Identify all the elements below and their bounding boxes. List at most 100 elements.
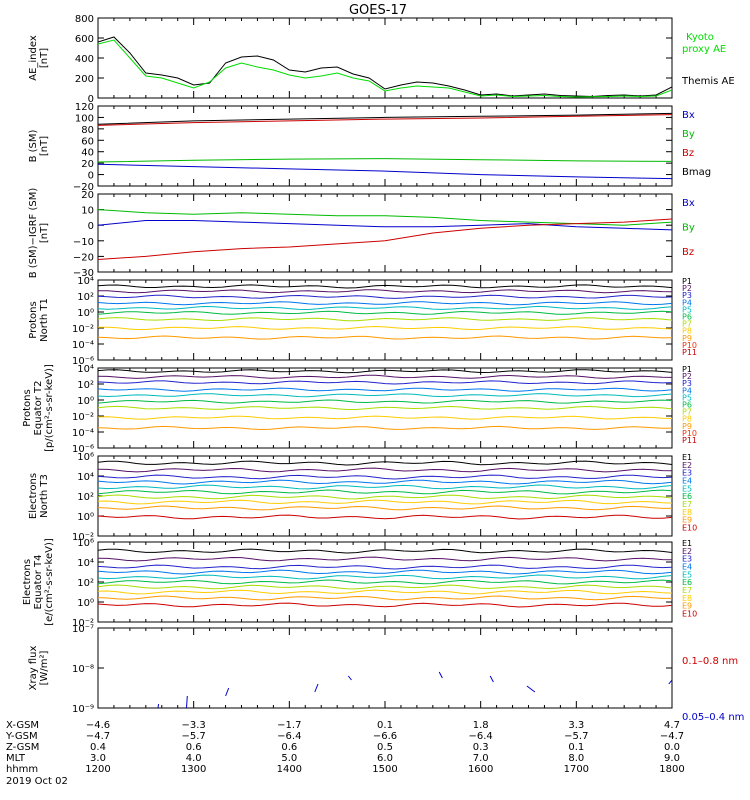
channel-line	[98, 415, 672, 420]
axis-row-value: 0.0	[664, 742, 680, 753]
y-tick-label: 0	[88, 171, 94, 182]
y-axis-label: B (SM)	[28, 129, 39, 162]
panel-electrons_t4: 10⁻² 10⁰ 10² 10⁴ 10⁶ Electrons Equator T4 [e/(c…	[22, 538, 697, 629]
y-axis-label: [p/(cm²-s-sr-keV)]	[44, 364, 55, 452]
y-tick-label: 10⁻⁶	[72, 444, 94, 455]
channel-line	[98, 505, 672, 511]
y-axis-label: North T1	[39, 298, 50, 342]
y-tick-label: 10²	[77, 292, 94, 303]
xray-segment	[347, 675, 352, 681]
channel-legend-label: E2	[682, 547, 692, 556]
channel-legend-label: P5	[682, 305, 692, 314]
y-axis-label: Protons	[28, 301, 39, 338]
channel-legend-label: E6	[682, 492, 692, 501]
channel-line	[98, 584, 672, 590]
channel-legend-label: E8	[682, 594, 692, 603]
y-axis-label: Electrons	[28, 473, 39, 519]
legend-label: proxy AE	[682, 44, 726, 55]
axis-row-value: 9.0	[664, 753, 680, 764]
series-line	[98, 112, 672, 125]
y-axis-label: [W/m²]	[39, 650, 50, 685]
axis-row-value: −6.4	[277, 731, 301, 742]
channel-line	[98, 317, 672, 322]
channel-line	[98, 474, 672, 480]
y-tick-label: 10⁻⁴	[72, 340, 94, 351]
panel-data	[98, 460, 672, 520]
channel-legend-label: P11	[682, 436, 697, 445]
y-tick-label: 10⁴	[77, 472, 94, 483]
axis-row-value: 0.6	[186, 742, 202, 753]
channel-line	[98, 369, 672, 374]
y-axis-label: North T3	[39, 474, 50, 518]
y-tick-label: 20	[81, 159, 94, 170]
axis-row-label: X-GSM	[6, 720, 39, 731]
channel-legend-label: P1	[682, 365, 692, 374]
axis-row-value: −5.7	[182, 731, 206, 742]
y-tick-label: 10⁻²	[72, 532, 94, 543]
axis-row-value: 5.0	[281, 753, 297, 764]
y-tick-label: 10⁻²	[72, 324, 94, 335]
channel-line	[98, 460, 672, 466]
axis-row-value: 1600	[468, 764, 493, 775]
channel-line	[98, 514, 672, 520]
channel-legend-label: E7	[682, 586, 692, 595]
y-tick-label: 10⁰	[77, 598, 94, 609]
channel-legend-label: P2	[682, 372, 692, 381]
y-tick-label: 10⁶	[77, 538, 94, 549]
y-tick-label: −30	[73, 268, 94, 279]
channel-legend-label: E10	[682, 524, 697, 533]
y-tick-label: 10⁻⁶	[72, 356, 94, 367]
channel-legend-label: P4	[682, 386, 692, 395]
panel-data	[98, 36, 672, 98]
legend-label: Bx	[682, 198, 695, 209]
series-line	[98, 218, 672, 260]
y-tick-label: 200	[75, 74, 94, 85]
legend-label: Bz	[682, 148, 694, 159]
y-tick-label: 10⁻⁴	[72, 428, 94, 439]
xray-segment	[668, 679, 672, 685]
y-axis-label: Equator T4	[33, 555, 44, 610]
y-tick-label: 10⁴	[77, 364, 94, 375]
channel-legend-label: E5	[682, 484, 692, 493]
channel-legend-label: P3	[682, 291, 692, 300]
channel-line	[98, 405, 672, 410]
series-line	[98, 163, 672, 180]
channel-line	[98, 499, 672, 505]
y-tick-label: 400	[75, 54, 94, 65]
xray-segment	[225, 687, 230, 697]
channel-line	[98, 335, 672, 340]
channel-legend-label: E3	[682, 469, 692, 478]
xray-segment	[185, 695, 188, 708]
axis-row-value: 3.3	[568, 720, 584, 731]
channel-legend-label: E1	[682, 453, 692, 462]
panel-frame	[97, 17, 673, 99]
y-tick-label: 10⁴	[77, 276, 94, 287]
channel-line	[98, 484, 672, 490]
channel-line	[98, 489, 672, 495]
axis-row-value: 0.4	[90, 742, 106, 753]
channel-legend-label: E1	[682, 539, 692, 548]
channel-legend-label: P5	[682, 393, 692, 402]
axis-row-value: −1.7	[277, 720, 301, 731]
channel-line	[98, 387, 672, 392]
channel-legend-label: E2	[682, 461, 692, 470]
legend-label: 0.1–0.8 nm	[682, 656, 738, 667]
channel-legend-label: E7	[682, 500, 692, 509]
axis-row-value: 4.0	[186, 753, 202, 764]
y-tick-label: 10²	[77, 578, 94, 589]
panel-protons_t1: 10⁻⁶ 10⁻⁴ 10⁻² 10⁰ 10² 10⁴ Protons North T1 P1P2…	[28, 276, 697, 367]
channel-legend-label: P2	[682, 284, 692, 293]
channel-line	[98, 425, 672, 431]
channel-line	[98, 301, 672, 306]
y-tick-label: 10⁻⁷	[72, 624, 94, 635]
xray-segment	[157, 703, 160, 708]
axis-row-value: −4.7	[660, 731, 684, 742]
axis-row-label: Z-GSM	[6, 742, 39, 753]
date-label: 2019 Oct 02	[6, 776, 68, 787]
y-axis-label: AE_index	[28, 35, 39, 81]
channel-legend-label: P8	[682, 327, 692, 336]
y-tick-label: −20	[73, 252, 94, 263]
channel-line	[98, 602, 672, 608]
y-tick-label: 10⁴	[77, 558, 94, 569]
